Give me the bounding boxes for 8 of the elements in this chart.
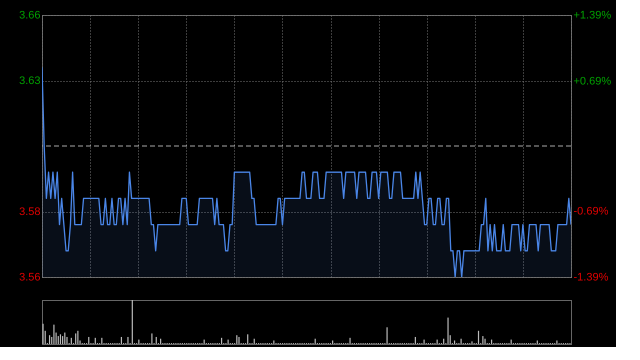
y-tick-label: 3.66 [19,10,40,22]
y2-tick-label: -0.69% [574,206,609,218]
y2-tick-label: -1.39% [574,272,609,284]
y-tick-label: 3.58 [19,206,40,218]
y2-tick-label: +1.39% [574,10,612,22]
y2-tick-label: +0.69% [574,75,612,88]
y-tick-label: 3.63 [19,75,40,87]
y-tick-label: 3.56 [19,272,40,284]
